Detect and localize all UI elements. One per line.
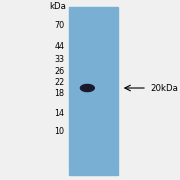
Text: 44: 44 xyxy=(55,42,64,51)
Text: 22: 22 xyxy=(54,78,64,87)
Text: 20kDa: 20kDa xyxy=(150,84,178,93)
Text: 14: 14 xyxy=(55,109,64,118)
Text: kDa: kDa xyxy=(49,2,66,11)
Bar xyxy=(69,7,118,175)
Text: 70: 70 xyxy=(54,21,64,30)
Text: 10: 10 xyxy=(55,127,64,136)
Text: 18: 18 xyxy=(55,89,64,98)
Ellipse shape xyxy=(80,84,94,92)
Text: 33: 33 xyxy=(55,55,64,64)
Text: 26: 26 xyxy=(54,67,64,76)
